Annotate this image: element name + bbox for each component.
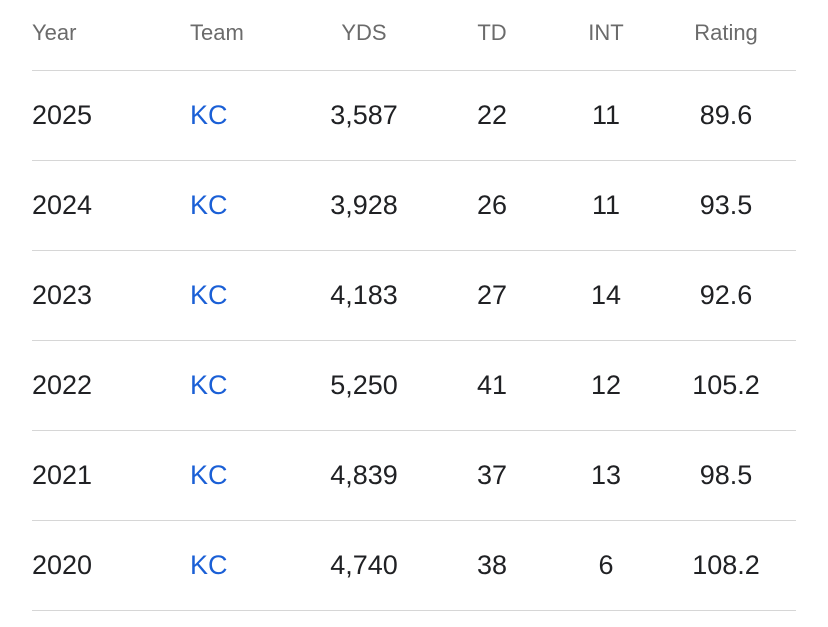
table-row: 2023 KC 4,183 27 14 92.6 <box>32 251 796 341</box>
rating-cell: 89.6 <box>699 100 753 130</box>
column-header-team[interactable]: Team <box>190 20 244 45</box>
table-row: 2025 KC 3,587 22 11 89.6 <box>32 71 796 161</box>
yds-cell: 4,183 <box>330 280 398 310</box>
yds-cell: 3,928 <box>330 190 398 220</box>
table-row: 2021 KC 4,839 37 13 98.5 <box>32 431 796 521</box>
td-cell: 22 <box>476 100 508 130</box>
column-header-td[interactable]: TD <box>477 20 507 45</box>
int-cell: 6 <box>598 550 614 580</box>
year-cell: 2020 <box>32 550 93 580</box>
int-cell: 13 <box>590 460 622 490</box>
yds-cell: 5,250 <box>330 370 398 400</box>
year-cell: 2025 <box>32 100 93 130</box>
passing-stats-table: Year Team YDS TD INT Rating 2025 KC 3,58… <box>32 0 796 611</box>
team-link[interactable]: KC <box>190 190 228 220</box>
td-cell: 37 <box>476 460 508 490</box>
table-row: 2024 KC 3,928 26 11 93.5 <box>32 161 796 251</box>
rating-cell: 105.2 <box>692 370 760 400</box>
rating-cell: 98.5 <box>699 460 753 490</box>
int-cell: 12 <box>590 370 622 400</box>
year-cell: 2023 <box>32 280 93 310</box>
team-link[interactable]: KC <box>190 370 228 400</box>
team-link[interactable]: KC <box>190 100 228 130</box>
column-header-year[interactable]: Year <box>32 20 77 45</box>
td-cell: 41 <box>476 370 508 400</box>
yds-cell: 3,587 <box>330 100 398 130</box>
rating-cell: 93.5 <box>699 190 753 220</box>
td-cell: 38 <box>476 550 508 580</box>
year-cell: 2021 <box>32 460 93 490</box>
int-cell: 11 <box>591 100 621 130</box>
rating-cell: 92.6 <box>699 280 753 310</box>
table-row: 2022 KC 5,250 41 12 105.2 <box>32 341 796 431</box>
table-row: 2020 KC 4,740 38 6 108.2 <box>32 521 796 611</box>
team-link[interactable]: KC <box>190 280 228 310</box>
column-header-int[interactable]: INT <box>588 20 624 45</box>
yds-cell: 4,839 <box>330 460 398 490</box>
rating-cell: 108.2 <box>692 550 760 580</box>
table-header-row: Year Team YDS TD INT Rating <box>32 0 796 71</box>
column-header-rating[interactable]: Rating <box>694 20 758 45</box>
yds-cell: 4,740 <box>330 550 398 580</box>
column-header-yds[interactable]: YDS <box>341 20 387 45</box>
team-link[interactable]: KC <box>190 550 228 580</box>
team-link[interactable]: KC <box>190 460 228 490</box>
year-cell: 2022 <box>32 370 93 400</box>
int-cell: 11 <box>591 190 621 220</box>
year-cell: 2024 <box>32 190 93 220</box>
int-cell: 14 <box>590 280 622 310</box>
td-cell: 27 <box>476 280 508 310</box>
td-cell: 26 <box>476 190 508 220</box>
